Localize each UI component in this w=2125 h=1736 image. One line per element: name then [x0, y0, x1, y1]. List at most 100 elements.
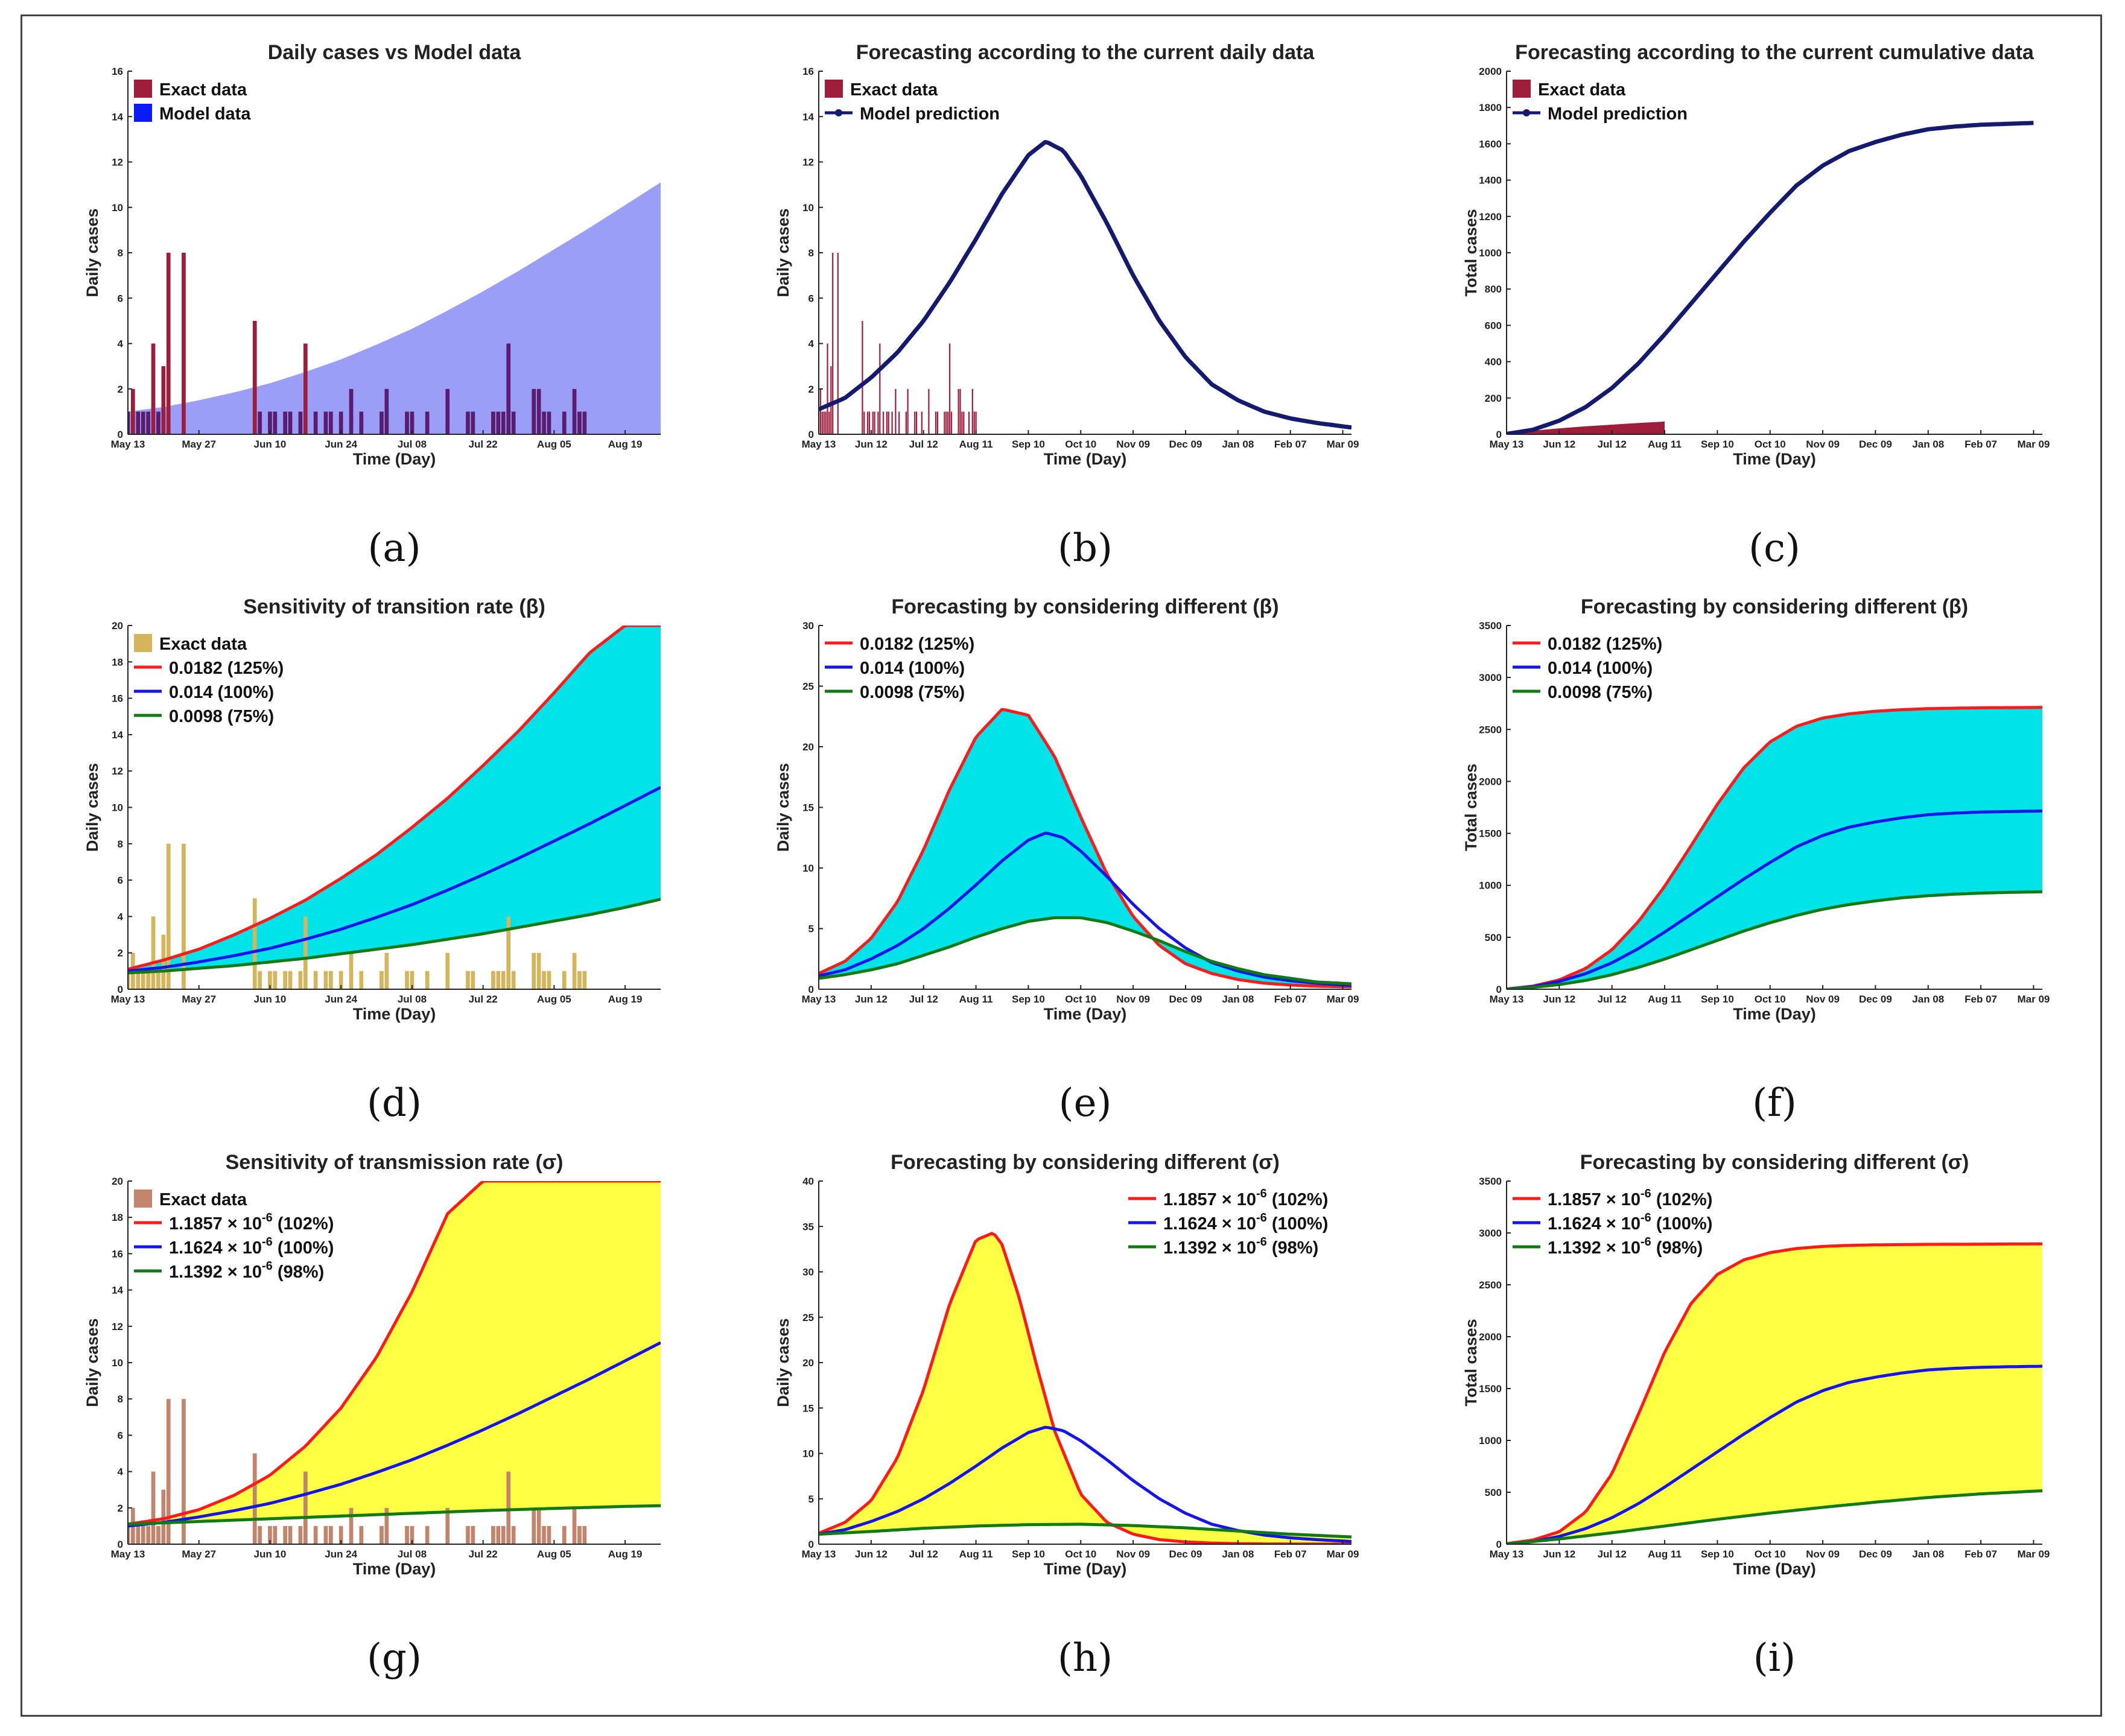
- data-bar: [156, 971, 160, 989]
- data-bar: [313, 411, 318, 434]
- series-line-1: [1507, 1364, 2042, 1544]
- x-tick-label: Oct 10: [1065, 993, 1096, 1005]
- data-bar: [827, 343, 828, 434]
- legend-label: 1.1857 × 10-6 (102%): [1163, 1187, 1328, 1209]
- data-bar: [825, 411, 827, 434]
- x-tick-label: Dec 09: [1169, 439, 1202, 450]
- data-bar: [863, 411, 865, 434]
- x-tick-label: Jun 12: [855, 1548, 888, 1560]
- x-tick-label: Sep 10: [1701, 439, 1734, 450]
- x-tick-label: Jun 24: [325, 993, 357, 1005]
- legend-label-tail: (100%): [1651, 1214, 1713, 1234]
- data-bar: [905, 411, 907, 434]
- data-bar: [141, 411, 145, 434]
- plot-area: [128, 1181, 661, 1544]
- y-tick-label: 18: [112, 1212, 123, 1223]
- legend-marker: [835, 109, 842, 116]
- x-tick-label: Aug 19: [608, 439, 643, 450]
- legend-label: 0.0098 (75%): [860, 683, 965, 702]
- data-bar: [410, 1525, 415, 1544]
- panel-e: 0 5 10 15 20 25 30 May 13 Jun 12 Jul 12 Aug 11 Sep …: [774, 595, 1359, 1126]
- data-bar: [425, 1525, 430, 1544]
- x-tick-label: Feb 07: [1965, 1548, 1997, 1560]
- data-bar: [506, 1471, 511, 1544]
- data-bar: [329, 971, 333, 989]
- data-bar: [288, 1525, 293, 1544]
- x-tick-label: Dec 09: [1859, 1548, 1892, 1560]
- sensitivity-band: [819, 1233, 1352, 1544]
- x-tick-label: Jun 24: [325, 439, 357, 450]
- panel-a: 0 2 4 6 8 10 12 14 16 May 13 May 27 Jun 10 Jun 24 Jul…: [83, 41, 661, 571]
- y-tick-label: 14: [802, 111, 814, 122]
- data-bar: [410, 971, 415, 989]
- y-tick-label: 10: [112, 1357, 123, 1369]
- y-tick-label: 4: [118, 338, 124, 350]
- data-bar: [156, 1525, 160, 1544]
- panel-title: Forecasting by considering different (σ): [1580, 1151, 1969, 1174]
- y-tick-label: 1200: [1479, 211, 1502, 223]
- y-tick-label: 2: [118, 948, 123, 959]
- y-tick-label: 2500: [1479, 724, 1502, 735]
- x-tick-label: Aug 11: [1648, 439, 1682, 450]
- panel-title: Forecasting by considering different (σ): [891, 1151, 1280, 1174]
- y-tick-label: 15: [802, 802, 814, 814]
- y-tick-label: 10: [802, 202, 814, 214]
- x-axis-label: Time (Day): [1044, 1005, 1127, 1023]
- y-tick-label: 30: [802, 620, 814, 632]
- y-tick-label: 16: [112, 1248, 123, 1259]
- legend-superscript: -6: [262, 1259, 273, 1273]
- data-bar: [136, 971, 141, 989]
- x-tick-label: Mar 09: [2018, 1548, 2050, 1560]
- data-bar: [283, 971, 287, 989]
- x-tick-label: May 27: [182, 1548, 216, 1560]
- data-bar: [182, 1399, 186, 1544]
- data-bar: [258, 971, 262, 989]
- data-bar: [298, 971, 303, 989]
- plot-area: [1507, 1242, 2042, 1544]
- x-tick-label: Aug 11: [959, 1548, 993, 1560]
- y-tick-label: 0: [118, 984, 123, 995]
- legend-superscript: -6: [1641, 1235, 1651, 1249]
- y-axis-label: Total cases: [1462, 1319, 1480, 1406]
- x-tick-label: May 27: [182, 993, 216, 1005]
- data-bar: [973, 411, 975, 434]
- series-line-1: [128, 1341, 661, 1528]
- x-tick-label: Jan 08: [1912, 439, 1944, 450]
- legend-label: Exact data: [1538, 80, 1626, 100]
- data-bar: [891, 411, 893, 434]
- data-bar: [491, 1525, 495, 1544]
- y-tick-label: 18: [112, 656, 123, 668]
- legend-label: 0.014 (100%): [1548, 659, 1653, 678]
- sensitivity-band: [1507, 1244, 2042, 1544]
- legend-label: Exact data: [159, 635, 247, 654]
- data-bar: [542, 411, 546, 434]
- legend-label-tail: (98%): [273, 1262, 324, 1282]
- series-line-2: [819, 1522, 1352, 1539]
- x-tick-label: Nov 09: [1116, 439, 1150, 450]
- data-bar: [577, 971, 582, 989]
- data-bar: [928, 388, 930, 434]
- data-bar: [532, 952, 536, 989]
- data-bar: [252, 1453, 257, 1544]
- data-bar: [151, 1471, 156, 1544]
- data-bar: [329, 411, 333, 434]
- y-tick-label: 40: [802, 1176, 814, 1187]
- y-axis-label: Total cases: [1462, 764, 1480, 851]
- x-tick-label: Jun 10: [254, 439, 287, 450]
- x-tick-label: Jul 12: [1598, 993, 1627, 1005]
- y-tick-label: 16: [112, 66, 123, 77]
- x-tick-label: Jun 24: [325, 1548, 357, 1560]
- legend-swatch: [1513, 80, 1531, 98]
- data-bar: [128, 971, 130, 989]
- legend-superscript: -6: [1256, 1235, 1267, 1249]
- y-tick-label: 2: [118, 1503, 123, 1514]
- data-bar: [536, 388, 541, 434]
- x-tick-label: Jul 22: [469, 439, 498, 450]
- legend-label-tail: (98%): [1267, 1238, 1318, 1258]
- x-tick-label: Oct 10: [1755, 1548, 1786, 1560]
- data-bar: [329, 1525, 333, 1544]
- data-bar: [496, 971, 501, 989]
- panel-sublabel: (a): [367, 526, 421, 571]
- data-bar: [405, 1525, 409, 1544]
- legend-superscript: -6: [1641, 1211, 1651, 1224]
